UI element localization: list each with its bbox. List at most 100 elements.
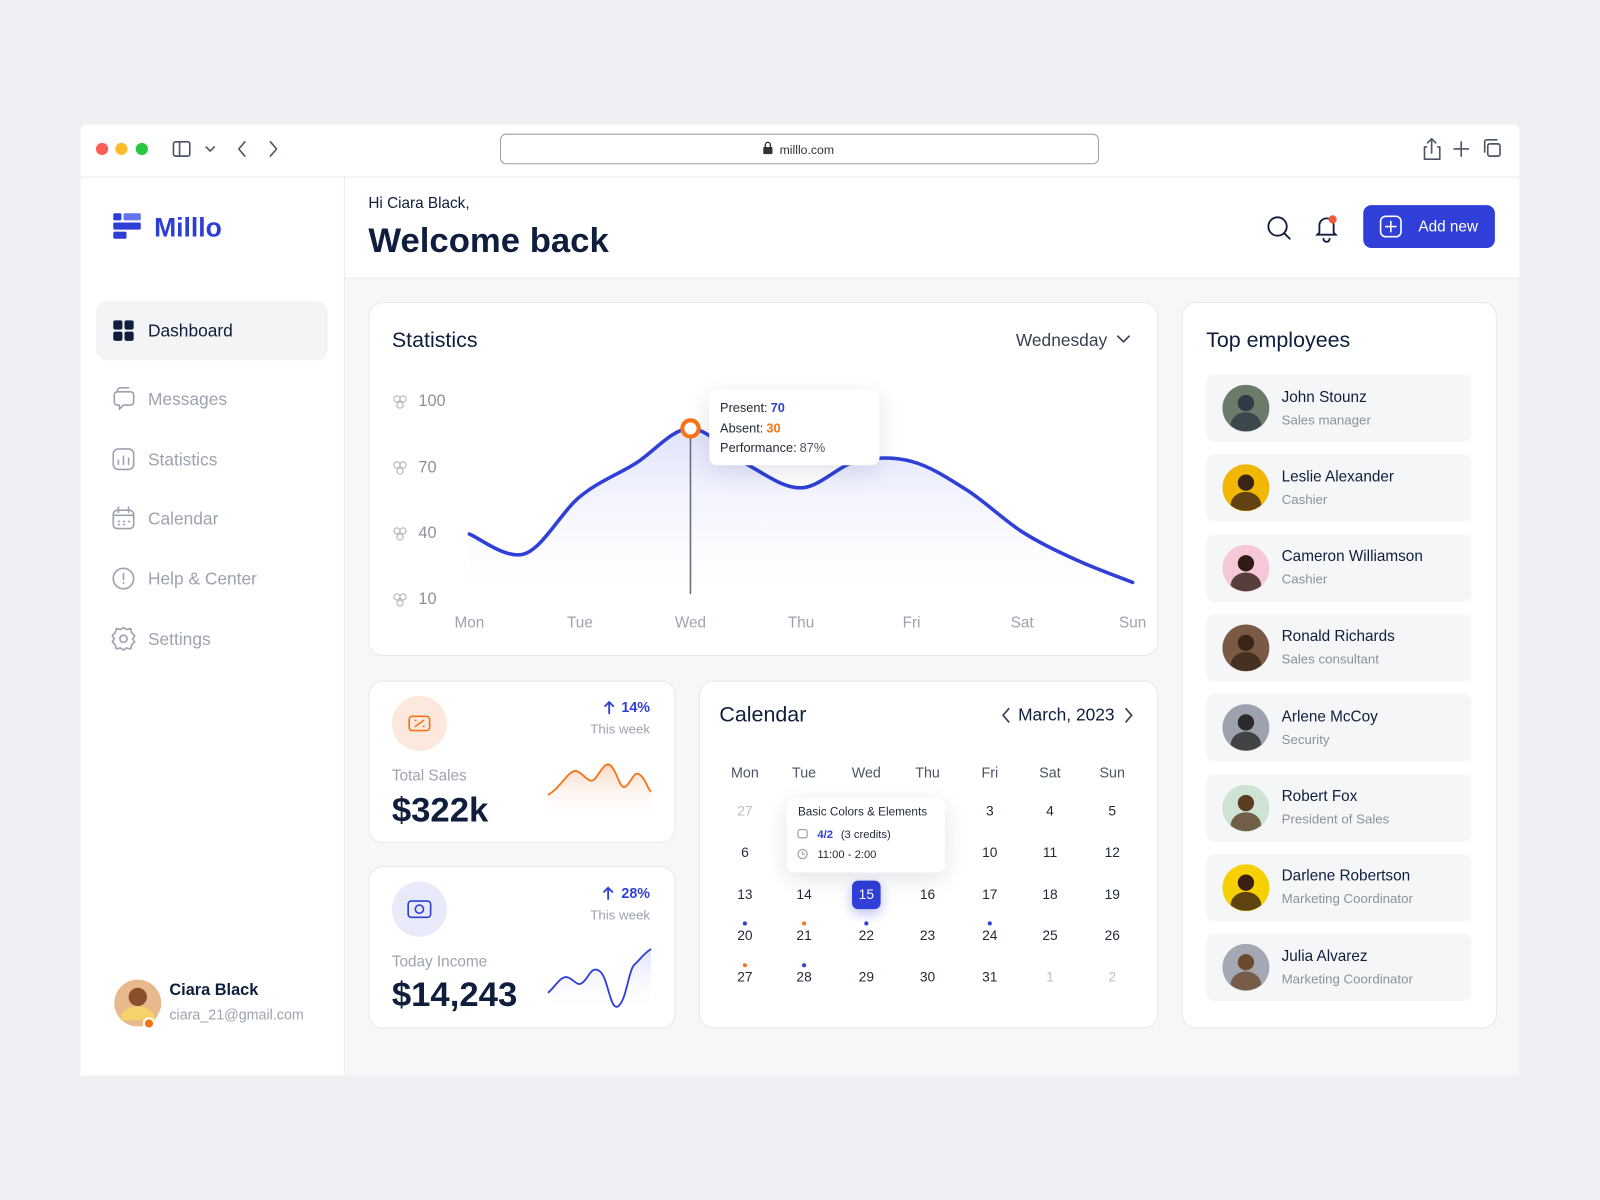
card-change: 28%: [621, 884, 650, 902]
calendar-day[interactable]: 27: [737, 969, 753, 985]
calendar-day[interactable]: 11: [1042, 845, 1058, 861]
browser-icons[interactable]: [172, 137, 1501, 160]
employee-name: Cameron Williamson: [1281, 548, 1423, 566]
employee-role: Sales consultant: [1281, 651, 1379, 667]
notification-dot: [1328, 215, 1337, 224]
nav-item[interactable]: Settings: [147, 629, 211, 649]
tooltip-value: 30: [766, 420, 781, 436]
up-arrows: [603, 700, 615, 900]
tooltip-label: Present:: [720, 401, 768, 416]
page-title: Welcome back: [368, 221, 609, 261]
event-time: 11:00 - 2:00: [817, 848, 877, 862]
calendar-day[interactable]: 26: [1104, 927, 1120, 944]
calendar-day[interactable]: 29: [858, 969, 874, 985]
month-chevrons[interactable]: [1001, 707, 1133, 723]
url-bar[interactable]: [499, 133, 1099, 165]
weekday: Tue: [792, 764, 817, 781]
line: [467, 426, 1135, 585]
user-email: ciara_21@gmail.com: [169, 1006, 304, 1023]
calendar-day[interactable]: 13: [737, 886, 753, 903]
calendar-day[interactable]: 23: [919, 927, 936, 944]
brand-name[interactable]: Milllo: [154, 212, 222, 243]
calendar-day[interactable]: 21: [796, 927, 812, 944]
calendar-day[interactable]: 16: [919, 886, 936, 903]
tooltip-row: Absent: 30: [720, 422, 781, 435]
calendar-day[interactable]: 25: [1042, 927, 1058, 944]
calendar-day[interactable]: 2: [1108, 969, 1117, 985]
y-tick-label: 70: [418, 458, 437, 477]
nav-item[interactable]: Messages: [147, 389, 228, 409]
calendar-day[interactable]: 1: [1046, 969, 1054, 985]
income-icon: [391, 881, 447, 937]
statistics-title: Statistics: [391, 328, 478, 353]
calendar-day[interactable]: 27: [737, 803, 753, 819]
event-dot: [802, 921, 807, 926]
calendar-day[interactable]: 24: [982, 927, 998, 944]
logo-icon: [113, 213, 141, 239]
tooltip-row: Performance: 87%: [720, 442, 825, 455]
y-tick-label: 10: [418, 590, 437, 609]
employee-name: Robert Fox: [1281, 787, 1358, 806]
tooltip-label: Performance:: [720, 440, 797, 456]
calendar-day[interactable]: 10: [982, 845, 998, 861]
weekday: Sat: [1039, 764, 1061, 781]
nav-active-bg: [95, 301, 328, 361]
calendar-day[interactable]: 31: [982, 969, 998, 985]
weekday: Wed: [851, 764, 881, 781]
tooltip-row: Present: 70: [720, 402, 785, 415]
calendar-day[interactable]: 5: [1108, 803, 1117, 819]
dropdown-chevron[interactable]: [1116, 335, 1131, 343]
employee-name: John Stounz: [1281, 388, 1367, 406]
nav-item[interactable]: Help & Center: [147, 568, 257, 589]
calendar-day[interactable]: 3: [985, 803, 994, 819]
y-tick-icon: [393, 527, 407, 541]
calendar-day[interactable]: 4: [1046, 803, 1054, 819]
event-dot: [987, 921, 992, 926]
calendar-day[interactable]: 12: [1104, 845, 1120, 861]
employee-avatar: [1222, 784, 1270, 832]
employee-avatar: [1222, 544, 1270, 592]
employee-role: President of Sales: [1281, 811, 1390, 827]
calendar-day[interactable]: 6: [741, 845, 749, 861]
url-text: milllo.com: [779, 142, 835, 158]
event-dot: [742, 921, 747, 926]
period-select[interactable]: Wednesday: [1015, 330, 1108, 350]
nav-item[interactable]: Calendar: [147, 508, 219, 529]
header-icons[interactable]: [1267, 216, 1338, 243]
calendar-day[interactable]: 17: [982, 886, 998, 903]
calendar-day[interactable]: 19: [1104, 886, 1120, 903]
weekday: Thu: [915, 764, 940, 781]
user-avatar[interactable]: [114, 979, 162, 1030]
nav-icons: [111, 320, 136, 651]
event-dot: [742, 963, 747, 968]
calendar-day[interactable]: 28: [796, 969, 812, 985]
nav-item[interactable]: Dashboard: [147, 320, 233, 341]
card-label: Today Income: [391, 953, 488, 971]
calendar-day[interactable]: 15: [858, 886, 874, 903]
lock-icon: [763, 141, 773, 155]
employee-name: Arlene McCoy: [1281, 707, 1378, 726]
line-area: [469, 428, 1133, 596]
sales-icon: [391, 695, 447, 752]
calendar-day[interactable]: 22: [858, 927, 874, 944]
event-lessons: 4/2: [817, 828, 833, 841]
calendar-day[interactable]: 18: [1042, 886, 1058, 903]
calendar-day[interactable]: 20: [737, 927, 753, 944]
employee-name: Julia Alvarez: [1281, 947, 1368, 965]
weekday: Mon: [731, 764, 759, 781]
tooltip-value: 87%: [799, 440, 826, 456]
employee-avatar: [1222, 624, 1270, 672]
calendar-day[interactable]: 30: [919, 969, 936, 985]
add-button-label[interactable]: Add new: [1418, 218, 1478, 236]
focus-point: [680, 418, 701, 439]
user-name: Ciara Black: [169, 981, 259, 999]
traffic-lights[interactable]: [95, 142, 148, 156]
x-tick-label: Fri: [902, 613, 921, 632]
calendar-day[interactable]: 14: [796, 886, 812, 903]
employee-name: Darlene Robertson: [1281, 867, 1411, 885]
add-button[interactable]: [1363, 205, 1495, 248]
nav-item[interactable]: Statistics: [147, 449, 218, 469]
employee-avatar: [1222, 864, 1270, 912]
